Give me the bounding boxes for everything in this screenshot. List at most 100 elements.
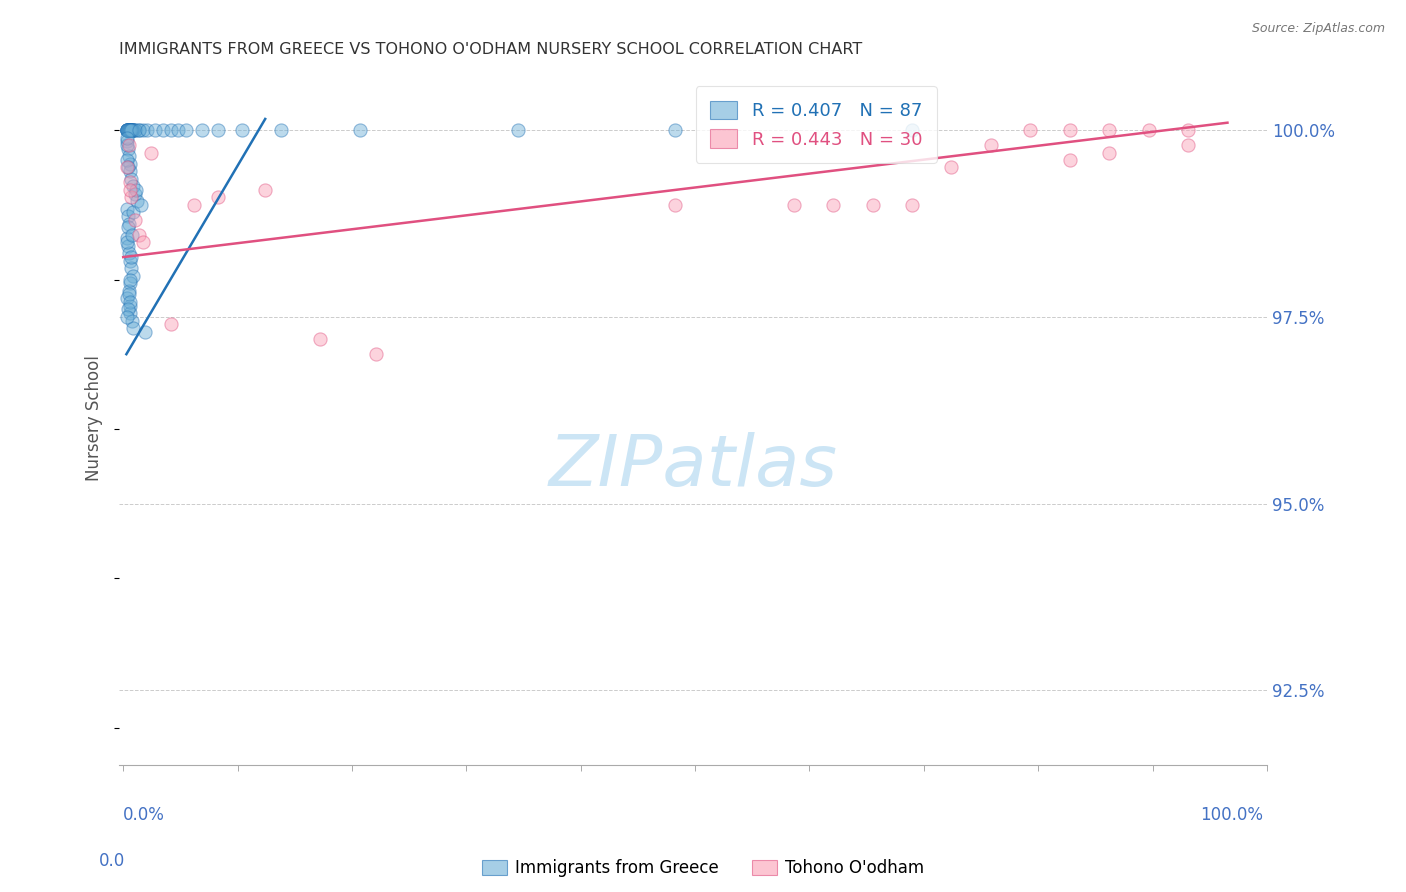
Text: 100.0%: 100.0%	[1199, 806, 1263, 824]
Point	[231, 123, 253, 137]
Point	[1098, 123, 1121, 137]
Point	[167, 123, 190, 137]
Point	[176, 123, 198, 137]
Point	[349, 123, 371, 137]
Point	[121, 123, 143, 137]
Point	[117, 123, 139, 137]
Point	[120, 123, 142, 137]
Point	[124, 212, 146, 227]
Point	[118, 157, 141, 171]
Point	[901, 198, 924, 212]
Y-axis label: Nursery School: Nursery School	[86, 355, 103, 481]
Point	[132, 235, 155, 249]
Point	[117, 239, 139, 253]
Point	[270, 123, 292, 137]
Point	[115, 291, 138, 305]
Point	[120, 250, 142, 264]
Point	[121, 123, 143, 137]
Point	[118, 123, 141, 137]
Point	[117, 209, 139, 223]
Point	[118, 287, 141, 301]
Point	[118, 123, 141, 137]
Point	[115, 161, 138, 175]
Point	[115, 231, 138, 245]
Text: ZIPatlas: ZIPatlas	[548, 432, 838, 500]
Point	[121, 313, 143, 327]
Point	[121, 179, 143, 194]
Point	[117, 161, 139, 175]
Point	[118, 123, 141, 137]
Point	[120, 171, 142, 186]
Point	[121, 123, 143, 137]
Point	[117, 123, 139, 137]
Point	[132, 123, 155, 137]
Point	[115, 134, 138, 148]
Text: 0.0%: 0.0%	[124, 806, 165, 824]
Point	[1059, 153, 1081, 167]
Point	[191, 123, 214, 137]
Point	[120, 272, 142, 286]
Point	[128, 123, 150, 137]
Point	[117, 302, 139, 317]
Point	[128, 123, 150, 137]
Point	[120, 261, 142, 276]
Point	[782, 198, 804, 212]
Point	[118, 246, 141, 260]
Point	[862, 198, 884, 212]
Point	[121, 205, 143, 219]
Point	[941, 161, 963, 175]
Point	[117, 123, 139, 137]
Point	[115, 130, 138, 145]
Point	[159, 318, 181, 332]
Text: Source: ZipAtlas.com: Source: ZipAtlas.com	[1251, 22, 1385, 36]
Point	[364, 347, 387, 361]
Point	[120, 164, 142, 178]
Text: IMMIGRANTS FROM GREECE VS TOHONO O'ODHAM NURSERY SCHOOL CORRELATION CHART: IMMIGRANTS FROM GREECE VS TOHONO O'ODHAM…	[120, 42, 862, 57]
Point	[120, 190, 142, 204]
Point	[115, 123, 138, 137]
Point	[1019, 123, 1042, 137]
Point	[118, 306, 141, 320]
Point	[254, 183, 277, 197]
Point	[115, 153, 138, 167]
Point	[664, 198, 686, 212]
Point	[901, 123, 924, 137]
Text: 0.0: 0.0	[98, 852, 125, 870]
Point	[122, 321, 145, 335]
Legend: Immigrants from Greece, Tohono O'odham: Immigrants from Greece, Tohono O'odham	[475, 853, 931, 884]
Point	[124, 186, 146, 201]
Point	[134, 325, 156, 339]
Point	[823, 198, 845, 212]
Point	[980, 138, 1002, 153]
Point	[124, 123, 146, 137]
Point	[139, 145, 162, 160]
Point	[135, 123, 157, 137]
Point	[128, 227, 150, 242]
Point	[124, 123, 146, 137]
Point	[309, 332, 332, 346]
Point	[120, 299, 142, 313]
Point	[118, 176, 141, 190]
Point	[1177, 138, 1199, 153]
Point	[1059, 123, 1081, 137]
Point	[183, 198, 205, 212]
Point	[664, 123, 686, 137]
Point	[118, 138, 141, 153]
Point	[115, 310, 138, 324]
Point	[115, 123, 138, 137]
Point	[129, 198, 152, 212]
Point	[118, 253, 141, 268]
Point	[118, 284, 141, 298]
Point	[152, 123, 174, 137]
Point	[120, 183, 142, 197]
Point	[127, 194, 149, 208]
Point	[121, 123, 143, 137]
Point	[506, 123, 529, 137]
Point	[121, 227, 143, 242]
Point	[207, 123, 229, 137]
Point	[207, 190, 229, 204]
Point	[1177, 123, 1199, 137]
Point	[115, 123, 138, 137]
Point	[115, 138, 138, 153]
Point	[1098, 145, 1121, 160]
